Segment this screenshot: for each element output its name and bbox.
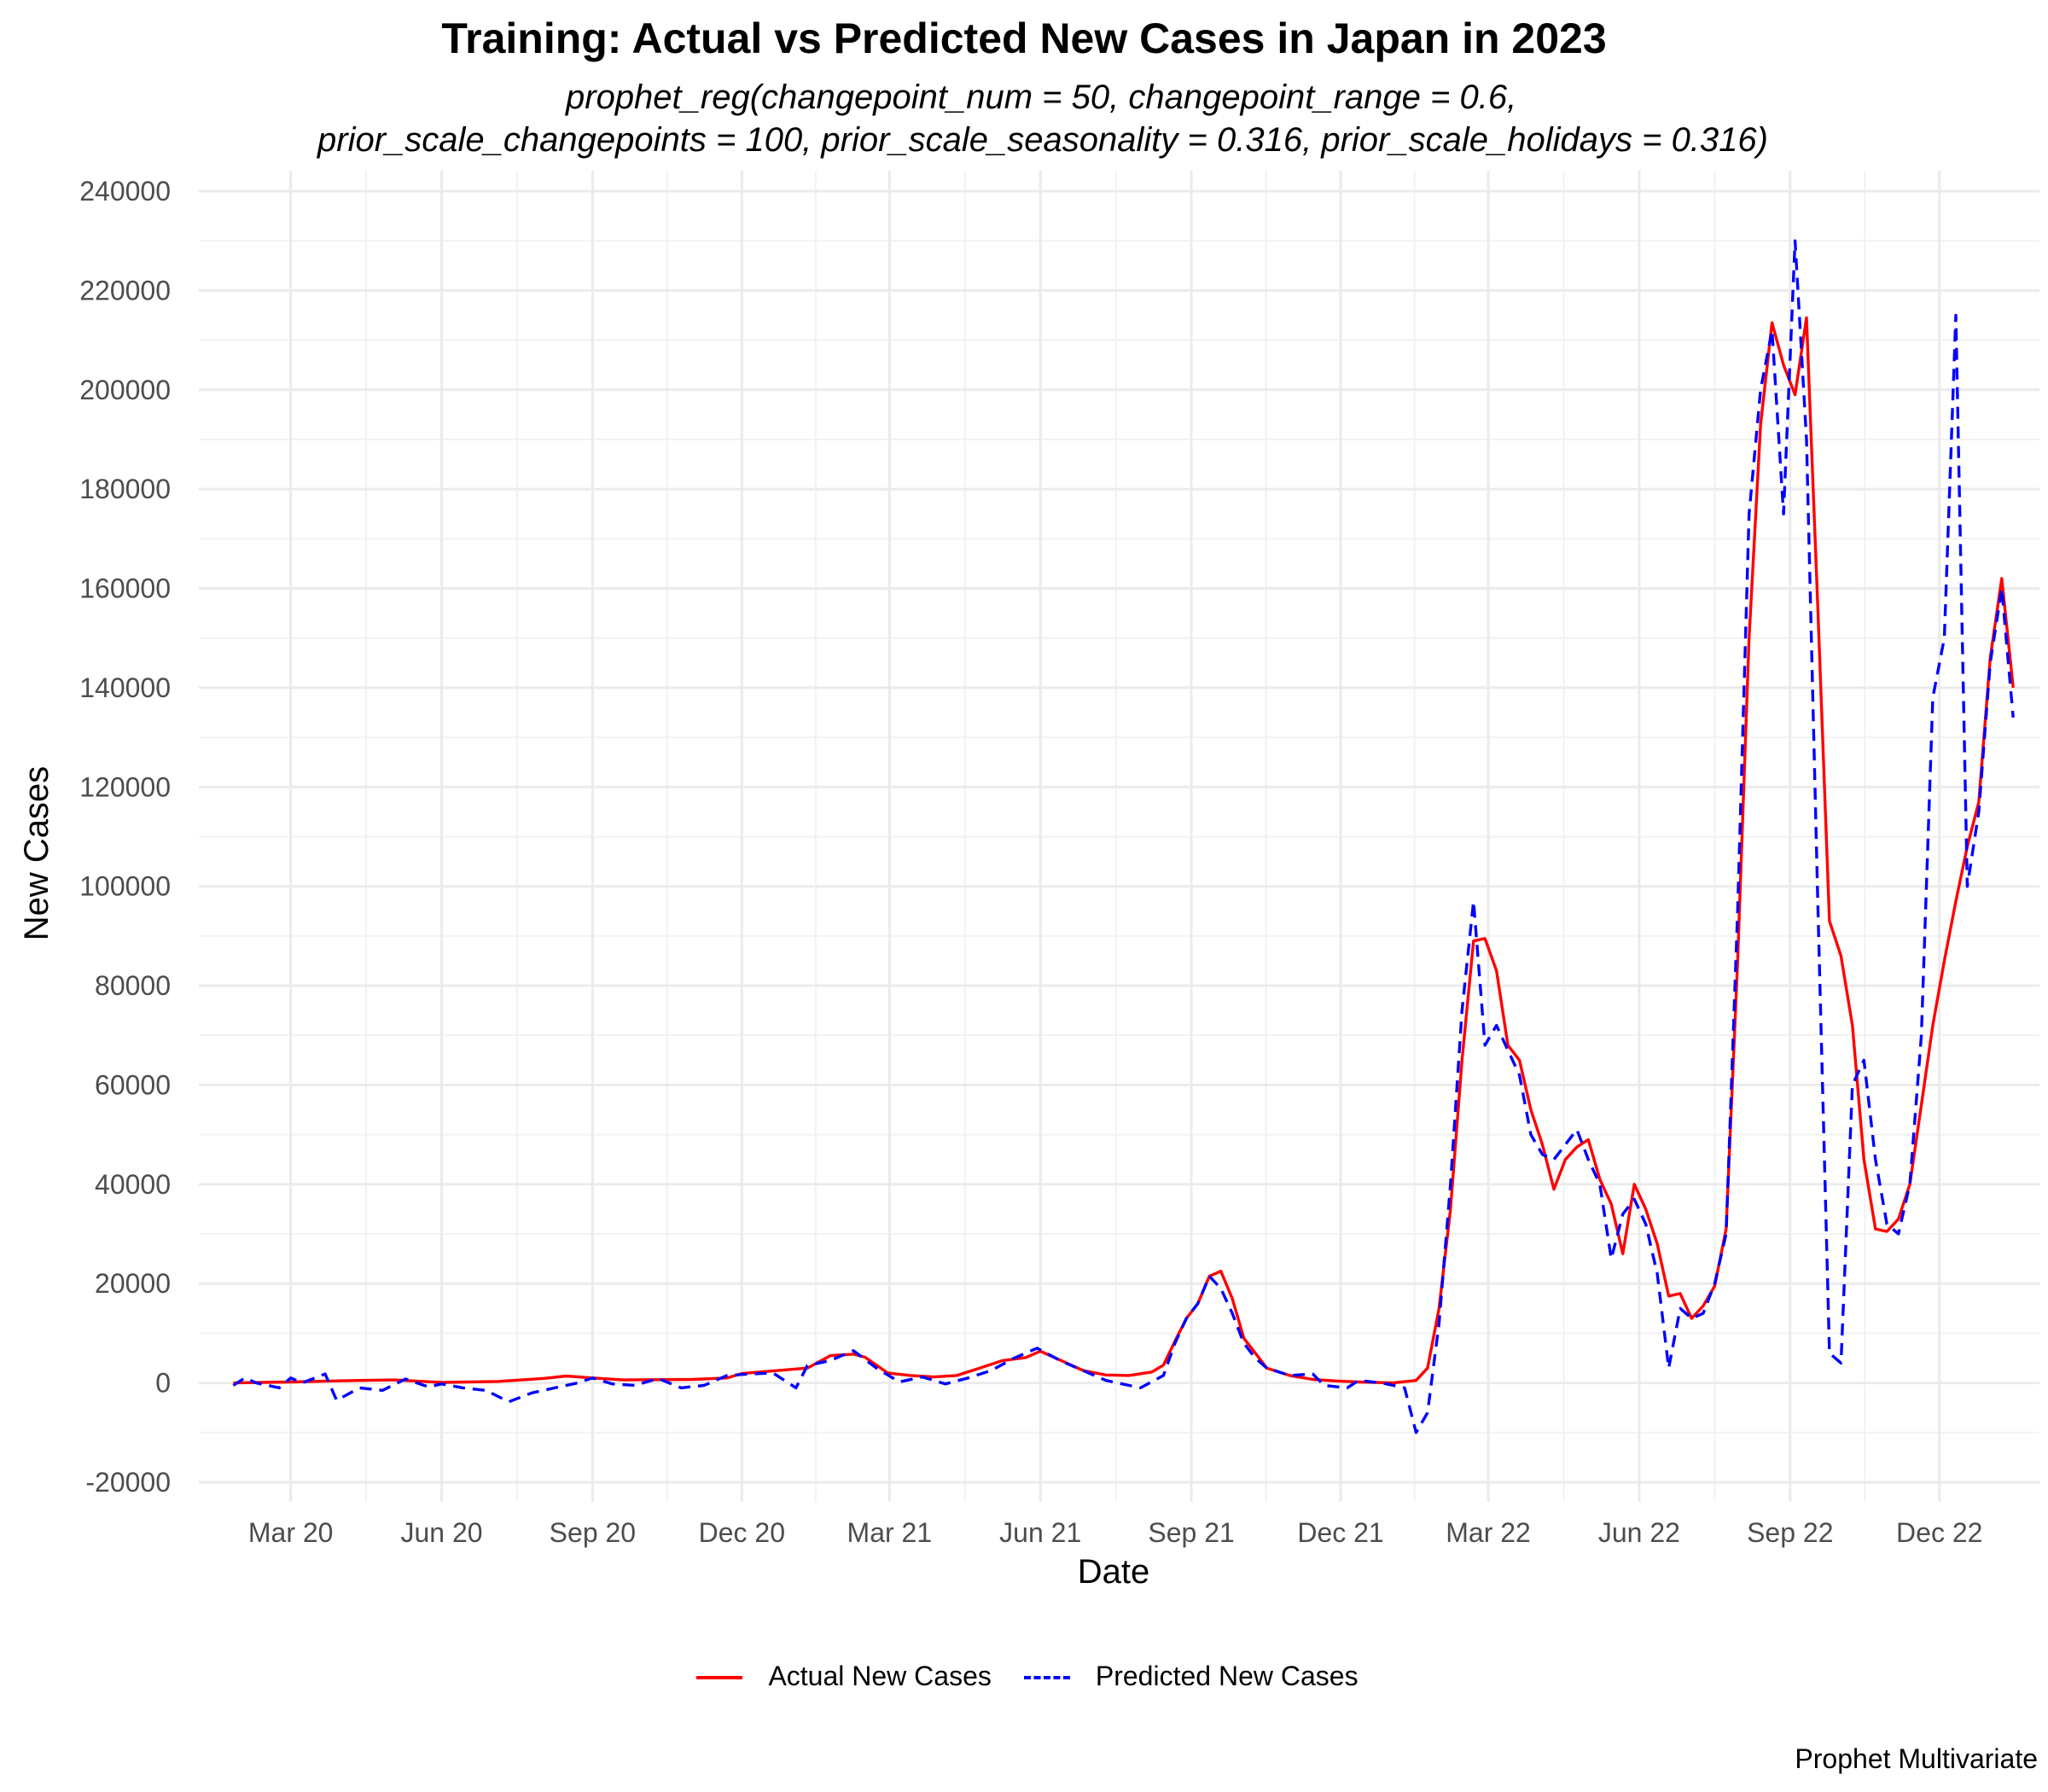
y-tick-label: 100000	[79, 871, 171, 902]
y-tick-label: 220000	[79, 275, 171, 305]
x-axis-title: Date	[1078, 1553, 1150, 1591]
legend-key-dashed-line	[1017, 1664, 1077, 1690]
x-tick-label: Sep 21	[1148, 1517, 1234, 1548]
legend-key-solid-line	[689, 1664, 749, 1690]
legend-item-actual: Actual New Cases	[689, 1661, 992, 1692]
x-tick-label: Dec 21	[1297, 1517, 1383, 1548]
x-tick-label: Mar 22	[1446, 1517, 1531, 1548]
chart-subtitle-line-1: prophet_reg(changepoint_num = 50, change…	[566, 79, 1517, 116]
y-axis-ticks: -20000 0 20000 40000 60000 80000 100000 120000 1…	[79, 176, 171, 1498]
x-axis-ticks: Mar 20 Jun 20 Sep 20 Dec 20 Mar 21 Jun 21 Sep …	[248, 1517, 1983, 1548]
x-tick-label: Mar 20	[248, 1517, 334, 1548]
y-tick-label: 200000	[79, 375, 171, 405]
legend-item-predicted: Predicted New Cases	[1017, 1661, 1359, 1692]
x-tick-label: Jun 22	[1598, 1517, 1680, 1548]
y-tick-label: 0	[155, 1368, 171, 1399]
legend-label-predicted: Predicted New Cases	[1095, 1661, 1359, 1691]
y-tick-label: 140000	[79, 672, 171, 703]
y-tick-label: 20000	[95, 1268, 171, 1299]
y-tick-label: 180000	[79, 474, 171, 504]
legend-label-actual: Actual New Cases	[768, 1661, 992, 1691]
line-chart: -20000 0 20000 40000 60000 80000 100000 120000 1…	[18, 171, 2039, 1591]
x-tick-label: Jun 20	[400, 1517, 482, 1548]
y-tick-label: 80000	[95, 970, 171, 1001]
y-tick-label: 160000	[79, 573, 171, 604]
y-tick-label: 40000	[95, 1169, 171, 1200]
x-tick-label: Jun 21	[999, 1517, 1081, 1548]
x-tick-label: Dec 22	[1896, 1517, 1982, 1548]
chart-title: Training: Actual vs Predicted New Cases …	[441, 15, 1607, 62]
x-tick-label: Sep 20	[550, 1517, 636, 1548]
series-lines	[232, 239, 2015, 1434]
x-tick-label: Mar 21	[847, 1517, 933, 1548]
series-line-predicted	[232, 239, 2015, 1434]
y-axis-title: New Cases	[18, 766, 55, 941]
y-tick-label: 120000	[79, 771, 171, 802]
y-tick-label: 60000	[95, 1069, 171, 1100]
series-line-actual	[233, 316, 2015, 1385]
gridlines	[199, 171, 2039, 1502]
chart-subtitle-line-2: prior_scale_changepoints = 100, prior_sc…	[317, 121, 1768, 159]
x-tick-label: Dec 20	[699, 1517, 785, 1548]
y-tick-label: -20000	[85, 1467, 171, 1498]
y-tick-label: 240000	[79, 176, 171, 207]
chart-caption: Prophet Multivariate	[1795, 1743, 2038, 1774]
x-tick-label: Sep 22	[1747, 1517, 1833, 1548]
legend: Actual New Cases Predicted New Cases	[0, 1661, 2048, 1692]
